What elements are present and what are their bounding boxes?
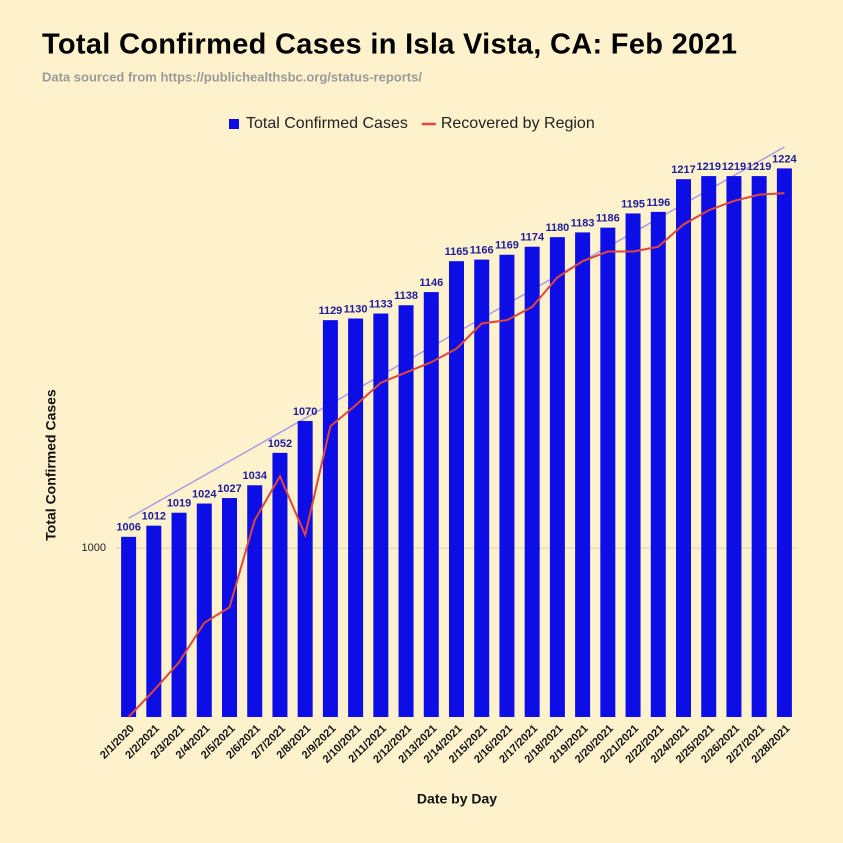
data-label: 1166 — [470, 244, 494, 256]
data-label: 1180 — [545, 222, 569, 234]
bar — [474, 259, 490, 717]
data-label: 1219 — [722, 161, 746, 173]
bar — [121, 536, 137, 717]
data-label: 1165 — [445, 246, 469, 258]
bar — [146, 525, 162, 717]
bar — [676, 179, 691, 718]
legend-label: Total Confirmed Cases — [246, 115, 408, 132]
bar — [625, 213, 641, 717]
data-label: 1146 — [419, 277, 443, 289]
data-label: 1196 — [646, 197, 670, 209]
bar — [701, 176, 717, 717]
bar — [575, 232, 591, 717]
y-tick-label: 1000 — [82, 542, 106, 554]
data-label: 1138 — [394, 290, 418, 302]
data-label: 1169 — [495, 240, 519, 252]
data-label: 1024 — [192, 488, 217, 500]
x-axis-label: Date by Day — [417, 791, 497, 807]
data-label: 1219 — [696, 161, 720, 173]
bar — [751, 176, 767, 717]
bar — [499, 254, 515, 717]
data-label: 1174 — [520, 232, 545, 244]
bar — [726, 176, 742, 717]
data-label: 1027 — [217, 483, 241, 495]
data-label: 1183 — [571, 217, 595, 229]
bar — [776, 168, 792, 718]
data-label: 1070 — [293, 406, 317, 418]
bar — [247, 485, 263, 717]
data-label: 1130 — [344, 303, 368, 315]
data-label: 1129 — [318, 305, 342, 317]
bar — [272, 452, 288, 717]
bar — [196, 503, 212, 717]
bar — [373, 313, 389, 717]
data-label: 1195 — [621, 198, 645, 210]
bar — [423, 292, 439, 717]
bar — [171, 512, 187, 717]
legend-swatch — [229, 119, 239, 129]
bar — [297, 420, 313, 717]
bar — [398, 305, 414, 717]
chart-subtitle: Data sourced from https://publichealthsb… — [42, 69, 422, 84]
bar — [549, 237, 565, 717]
data-label: 1217 — [671, 164, 695, 176]
data-label: 1219 — [747, 161, 771, 173]
data-label: 1019 — [167, 498, 191, 510]
data-label: 1006 — [116, 522, 140, 534]
data-label: 1034 — [242, 470, 267, 482]
data-label: 1224 — [772, 153, 797, 165]
line — [127, 192, 785, 718]
data-label: 1186 — [596, 213, 620, 225]
bar — [348, 318, 364, 717]
bar — [650, 211, 666, 718]
bar — [449, 261, 464, 717]
data-label: 1012 — [142, 511, 166, 523]
bar — [322, 320, 338, 717]
data-label: 1133 — [369, 298, 393, 310]
data-label: 1052 — [268, 438, 292, 450]
legend-label: Recovered by Region — [441, 115, 595, 132]
bar — [600, 227, 616, 717]
y-axis-label: Total Confirmed Cases — [43, 389, 59, 541]
bar — [524, 246, 540, 717]
chart-title: Total Confirmed Cases in Isla Vista, CA:… — [42, 29, 737, 61]
